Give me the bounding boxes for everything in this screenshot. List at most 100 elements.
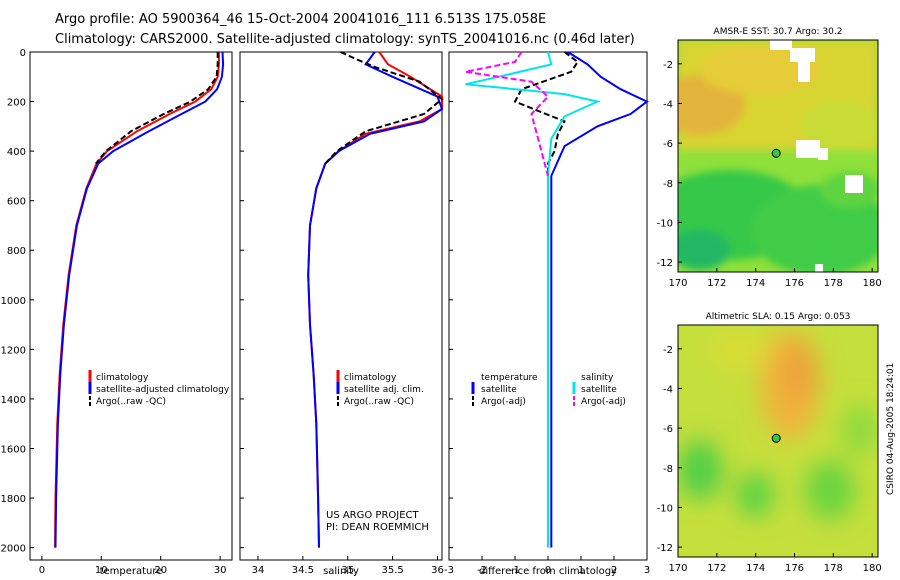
map-y-tick-label: -10	[657, 503, 673, 514]
map-x-tick-label: 174	[746, 278, 765, 289]
map-y-tick-label: -12	[657, 543, 673, 554]
map-x-tick-label: 172	[707, 563, 726, 574]
series-sal-argo	[465, 51, 550, 177]
sst-map-frame	[677, 39, 879, 273]
sla-map-image	[678, 325, 878, 557]
map-y-tick-label: -4	[663, 384, 673, 395]
map-x-tick-label: 170	[668, 278, 687, 289]
difference-xlabel: difference from climatology	[479, 566, 617, 577]
map-x-tick-label: 170	[668, 563, 687, 574]
legend-label-sal-satellite: satellite	[581, 385, 617, 395]
legend-heading-salinity: salinity	[581, 373, 614, 383]
y-tick-label: 400	[7, 147, 26, 158]
temperature-xlabel: temperature	[100, 566, 163, 577]
difference-legend: temperature satellite Argo(-adj) salinit…	[471, 373, 626, 408]
map-x-tick-label: 178	[824, 563, 843, 574]
map-y-tick-label: -8	[663, 464, 673, 475]
temperature-profile-panel: 0 10 20 30 0 200 400 600 800 1000 1200 1400 1600 1800…	[1, 48, 233, 577]
map-x-tick-label: 174	[746, 563, 765, 574]
y-tick-label: 2000	[1, 544, 26, 555]
sst-map-axes: 170 172 174 176 178 180 -2 -4 -6 -8 -10 -12	[657, 60, 882, 289]
map-x-tick-label: 180	[863, 278, 882, 289]
sla-map-panel: Altimetric SLA: 0.15 Argo: 0.053 170 172 1…	[657, 312, 882, 574]
salinity-xlabel: salinity	[323, 566, 359, 577]
temperature-plot-frame	[29, 51, 233, 561]
map-x-tick-label: 176	[785, 278, 804, 289]
x-tick-label: -2	[477, 565, 487, 576]
sst-float-marker	[771, 148, 781, 158]
temperature-lines	[54, 51, 225, 548]
pi-annotation: PI: DEAN ROEMMICH	[326, 522, 429, 533]
legend-label-argo: Argo(..raw -QC)	[96, 397, 166, 407]
y-tick-label: 600	[7, 197, 26, 208]
series-argo	[324, 51, 444, 165]
salinity-plot-frame	[239, 51, 443, 561]
salinity-lines	[307, 51, 444, 548]
y-tick-label: 1000	[1, 296, 26, 307]
y-tick-label: 1400	[1, 395, 26, 406]
sst-map-panel: AMSR-E SST: 30.7 Argo: 30.2 170 172 174 17	[657, 27, 882, 289]
y-tick-label: 1600	[1, 444, 26, 455]
legend-label-temp-argo: Argo(-adj)	[481, 397, 526, 407]
legend-label-temp-satellite: satellite	[481, 385, 517, 395]
legend-label-satellite: satellite-adjusted climatology	[96, 385, 230, 395]
legend-label-satellite: satellite adj. clim.	[344, 385, 424, 395]
salinity-profile-panel: 34 34.5 35 35.5 36 salinity climatology sate…	[239, 51, 444, 577]
map-x-tick-label: 176	[785, 563, 804, 574]
sla-map-frame	[677, 324, 879, 558]
x-tick-label: 35	[341, 565, 354, 576]
map-y-tick-label: -12	[657, 258, 673, 269]
y-tick-label: 1800	[1, 494, 26, 505]
x-tick-label: 36	[431, 565, 444, 576]
x-tick-label: 34.5	[292, 565, 314, 576]
map-x-tick-label: 172	[707, 278, 726, 289]
sst-map-image	[678, 40, 878, 272]
y-tick-label: 0	[20, 48, 26, 59]
y-tick-label: 200	[7, 98, 26, 109]
map-y-tick-label: -2	[663, 345, 673, 356]
map-y-tick-label: -6	[663, 424, 673, 435]
difference-axes: -3 -2 -1 0 1 2 3	[444, 51, 650, 576]
x-tick-label: -1	[510, 565, 520, 576]
sla-map-title: Altimetric SLA: 0.15 Argo: 0.053	[706, 312, 851, 322]
x-tick-label: 0	[545, 565, 551, 576]
map-x-tick-label: 180	[863, 563, 882, 574]
legend-label-climatology: climatology	[96, 373, 149, 383]
x-tick-label: 30	[214, 565, 227, 576]
y-tick-label: 1200	[1, 345, 26, 356]
header-line-2: Climatology: CARS2000. Satellite-adjuste…	[55, 32, 635, 47]
series-sal-satellite	[465, 51, 601, 548]
map-y-tick-label: -8	[663, 179, 673, 190]
x-tick-label: 34	[252, 565, 265, 576]
series-argo	[95, 52, 219, 165]
x-tick-label: 1	[578, 565, 584, 576]
series-satellite	[54, 51, 225, 548]
x-tick-label: 35.5	[381, 565, 403, 576]
project-annotation: US ARGO PROJECT	[326, 510, 420, 521]
legend-label-argo: Argo(..raw -QC)	[344, 397, 414, 407]
legend-heading-temperature: temperature	[481, 373, 538, 383]
sst-map-title: AMSR-E SST: 30.7 Argo: 30.2	[714, 27, 843, 37]
legend-label-sal-argo: Argo(-adj)	[581, 397, 626, 407]
map-x-tick-label: 178	[824, 278, 843, 289]
map-y-tick-label: -10	[657, 218, 673, 229]
map-y-tick-label: -4	[663, 99, 673, 110]
footer-credit: CSIRO 04-Aug-2005 18:24:01	[886, 363, 896, 495]
map-y-tick-label: -2	[663, 60, 673, 71]
x-tick-label: 2	[611, 565, 617, 576]
series-temp-argo	[513, 51, 580, 176]
y-tick-label: 800	[7, 246, 26, 257]
temperature-axes: 0 10 20 30 0 200 400 600 800 1000 1200 1400 1600 1800…	[1, 48, 227, 576]
sla-map-axes: 170 172 174 176 178 180 -2 -4 -6 -8 -10 -12	[657, 345, 882, 574]
x-tick-label: 20	[154, 565, 167, 576]
x-tick-label: 10	[95, 565, 108, 576]
difference-profile-panel: -3 -2 -1 0 1 2 3 difference from climatology t…	[444, 51, 650, 577]
salinity-axes: 34 34.5 35 35.5 36	[240, 51, 444, 576]
x-tick-label: 0	[39, 565, 45, 576]
header-line-1: Argo profile: AO 5900364_46 15-Oct-2004 …	[55, 12, 546, 27]
temperature-legend: climatology satellite-adjusted climatolo…	[88, 370, 230, 408]
map-y-tick-label: -6	[663, 139, 673, 150]
x-tick-label: -3	[444, 565, 454, 576]
difference-lines	[465, 51, 649, 548]
sla-float-marker	[771, 433, 781, 443]
